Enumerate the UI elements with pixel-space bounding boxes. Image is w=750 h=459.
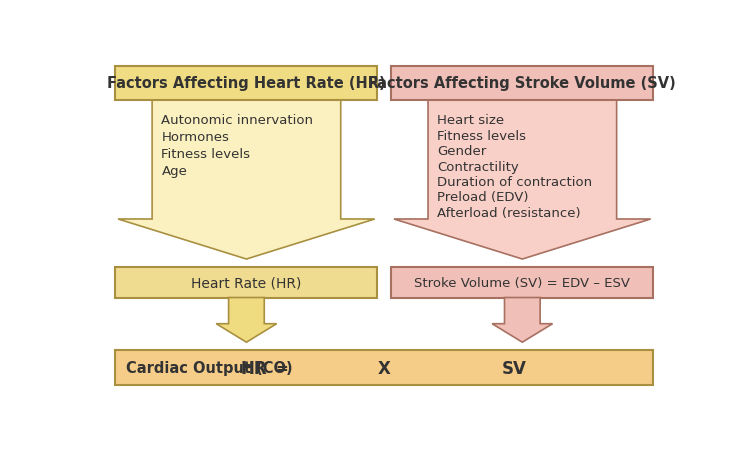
FancyBboxPatch shape bbox=[116, 267, 377, 298]
Text: Afterload (resistance): Afterload (resistance) bbox=[437, 207, 581, 219]
Text: HR: HR bbox=[241, 359, 268, 377]
FancyBboxPatch shape bbox=[392, 267, 653, 298]
Polygon shape bbox=[394, 101, 651, 259]
Text: Duration of contraction: Duration of contraction bbox=[437, 176, 592, 189]
Text: SV: SV bbox=[503, 359, 527, 377]
Text: Preload (EDV): Preload (EDV) bbox=[437, 191, 529, 204]
Polygon shape bbox=[216, 298, 277, 342]
Text: Cardiac Output (CO): Cardiac Output (CO) bbox=[126, 360, 293, 375]
FancyBboxPatch shape bbox=[116, 350, 653, 386]
Text: Age: Age bbox=[161, 165, 188, 178]
FancyBboxPatch shape bbox=[392, 67, 653, 101]
Text: Fitness levels: Fitness levels bbox=[437, 129, 526, 143]
Text: Hormones: Hormones bbox=[161, 131, 230, 144]
Text: Fitness levels: Fitness levels bbox=[161, 148, 250, 161]
Text: Contractility: Contractility bbox=[437, 160, 519, 174]
Text: X: X bbox=[378, 359, 391, 377]
Text: Heart Rate (HR): Heart Rate (HR) bbox=[191, 275, 302, 290]
Text: Factors Affecting Stroke Volume (SV): Factors Affecting Stroke Volume (SV) bbox=[368, 76, 676, 91]
Text: Gender: Gender bbox=[437, 145, 487, 158]
Text: Factors Affecting Heart Rate (HR): Factors Affecting Heart Rate (HR) bbox=[107, 76, 386, 91]
Text: Stroke Volume (SV) = EDV – ESV: Stroke Volume (SV) = EDV – ESV bbox=[414, 276, 630, 289]
Text: Heart size: Heart size bbox=[437, 114, 505, 127]
Text: Autonomic innervation: Autonomic innervation bbox=[161, 114, 314, 127]
FancyBboxPatch shape bbox=[116, 67, 377, 101]
Polygon shape bbox=[492, 298, 553, 342]
Polygon shape bbox=[118, 101, 375, 259]
Text: =: = bbox=[276, 360, 289, 375]
